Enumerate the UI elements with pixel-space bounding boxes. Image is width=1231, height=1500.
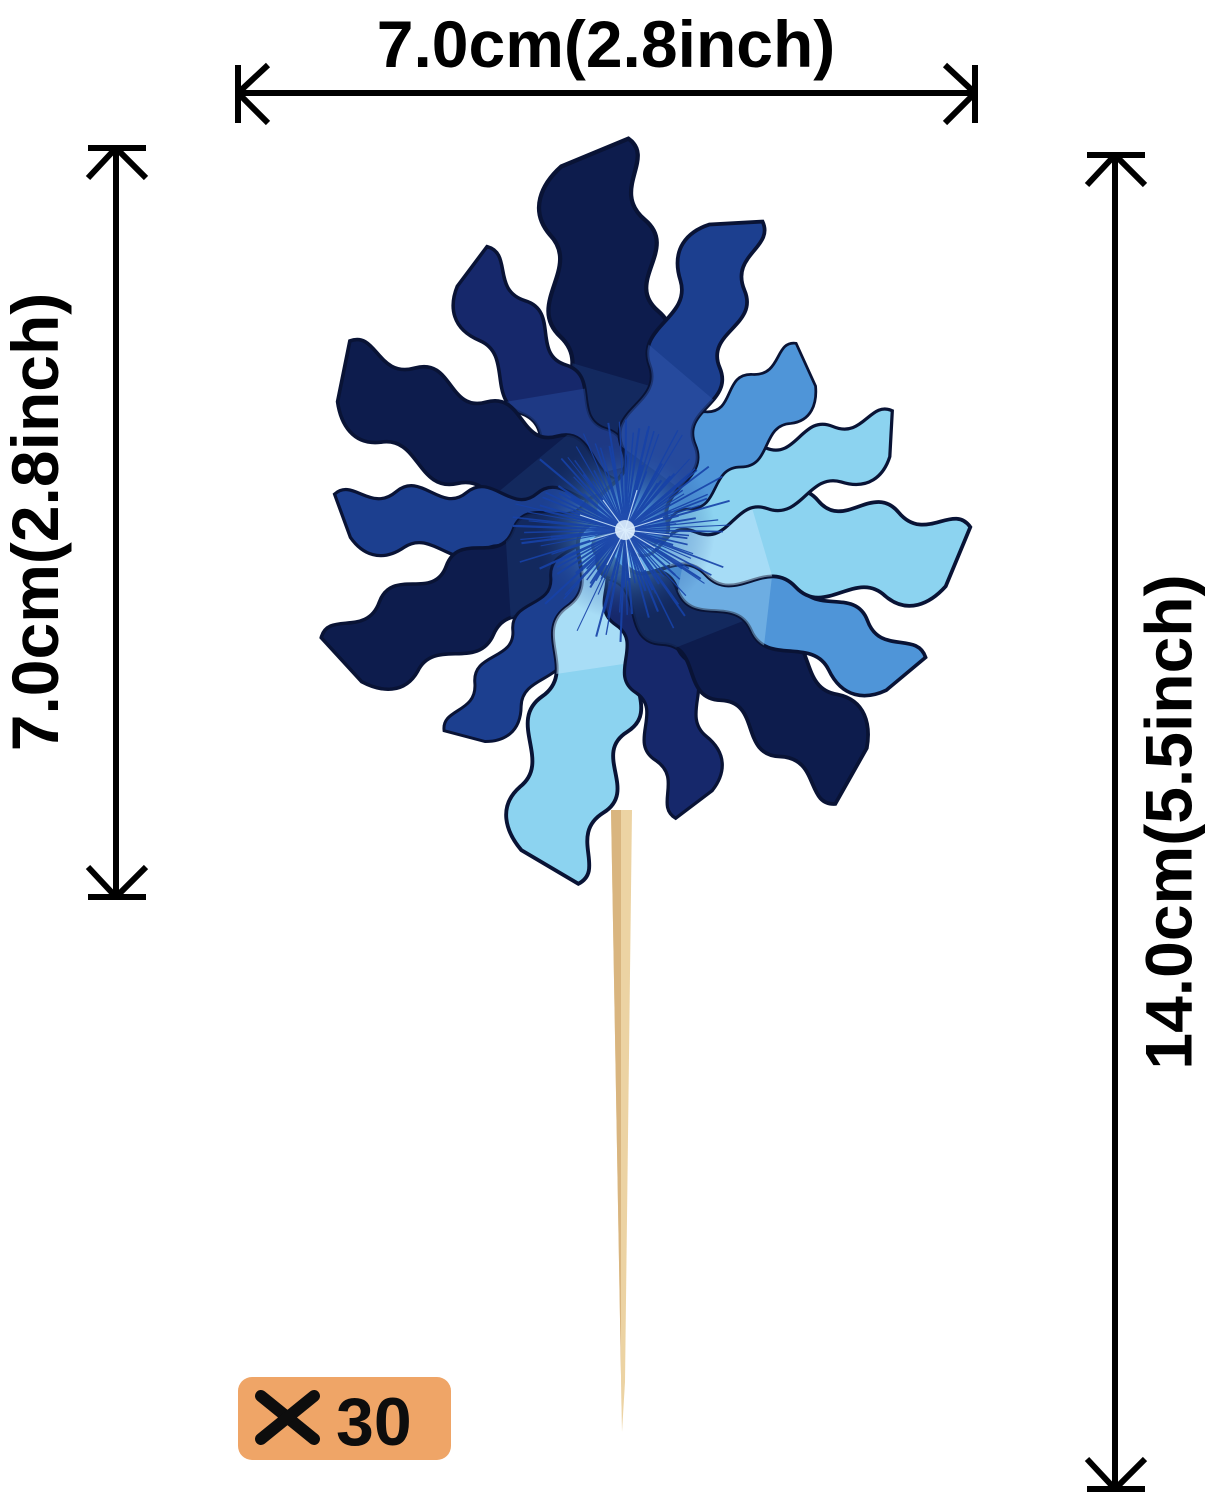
svg-text:30: 30 <box>336 1384 412 1460</box>
